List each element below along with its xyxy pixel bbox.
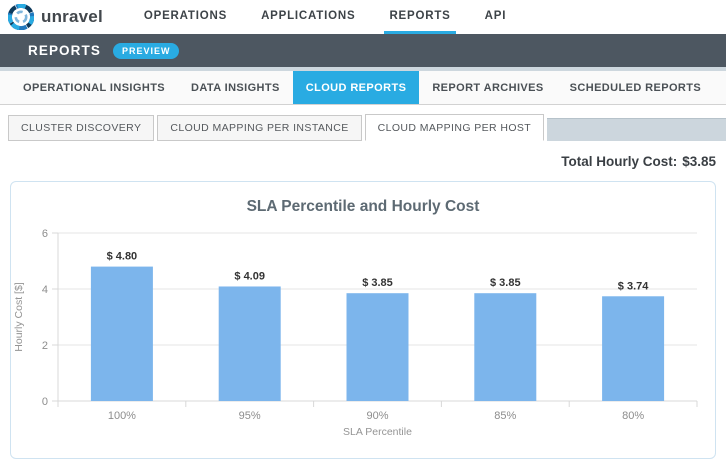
tab-operational-insights[interactable]: OPERATIONAL INSIGHTS — [23, 81, 166, 94]
subtab-cluster-discovery[interactable]: CLUSTER DISCOVERY — [8, 115, 155, 141]
x-category-label: 80% — [622, 410, 644, 422]
nav-item-applications[interactable]: APPLICATIONS — [261, 9, 356, 22]
bar-chart-svg: 0 2 4 6 $ 4.80 100% $ 4.09 95% $ 3.85 90% $ 3.85 85… — [13, 228, 698, 438]
bar-value-label: $ 4.80 — [107, 251, 138, 263]
reports-header-bar: REPORTS PREVIEW — [0, 34, 726, 67]
divider-strip — [0, 67, 726, 71]
y-tick-label: 0 — [42, 396, 48, 408]
tab-report-archives[interactable]: REPORT ARCHIVES — [432, 81, 544, 94]
subtab-cloud-mapping-per-instance[interactable]: CLOUD MAPPING PER INSTANCE — [157, 115, 362, 141]
total-hourly-cost-value: $3.85 — [682, 153, 716, 169]
x-category-label: 95% — [239, 410, 261, 422]
bar-value-label: $ 3.85 — [490, 277, 521, 289]
nav-item-operations[interactable]: OPERATIONS — [143, 9, 228, 22]
bar[interactable] — [90, 266, 153, 401]
y-tick-label: 4 — [42, 284, 48, 296]
bar-chart: 0 2 4 6 $ 4.80 100% $ 4.09 95% $ 3.85 90% $ 3.85 85… — [11, 220, 715, 450]
unravel-logo-icon — [8, 4, 34, 30]
x-category-label: 100% — [108, 410, 136, 422]
subtab-cloud-mapping-per-host[interactable]: CLOUD MAPPING PER HOST — [364, 114, 545, 141]
reports-header-title: REPORTS — [28, 43, 101, 58]
tab-data-insights[interactable]: DATA INSIGHTS — [191, 81, 280, 94]
cloud-reports-subtab-bar: CLUSTER DISCOVERY CLOUD MAPPING PER INST… — [0, 105, 726, 141]
top-navigation: unravel OPERATIONS APPLICATIONS REPORTS … — [0, 0, 726, 34]
bar[interactable] — [602, 296, 665, 401]
x-axis-title: SLA Percentile — [343, 426, 412, 438]
nav-item-api[interactable]: API — [484, 9, 507, 22]
subtab-bar-filler — [547, 118, 726, 141]
chart-panel: SLA Percentile and Hourly Cost 0 2 4 6 $ 4.8… — [10, 181, 716, 459]
tab-cloud-reports[interactable]: CLOUD REPORTS — [292, 71, 420, 104]
brand[interactable]: unravel — [8, 0, 103, 34]
reports-tab-bar: OPERATIONAL INSIGHTS DATA INSIGHTS CLOUD… — [0, 71, 726, 105]
bar[interactable] — [474, 293, 537, 401]
bar-value-label: $ 4.09 — [234, 270, 265, 282]
tab-scheduled-reports[interactable]: SCHEDULED REPORTS — [569, 81, 702, 94]
bar-value-label: $ 3.74 — [618, 280, 649, 292]
main-nav: OPERATIONS APPLICATIONS REPORTS API — [139, 0, 535, 34]
brand-name: unravel — [41, 7, 103, 26]
preview-badge: PREVIEW — [112, 42, 180, 59]
chart-title: SLA Percentile and Hourly Cost — [246, 198, 480, 215]
y-tick-label: 6 — [42, 228, 48, 240]
bar-value-label: $ 3.85 — [362, 277, 393, 289]
nav-item-reports[interactable]: REPORTS — [384, 0, 456, 34]
total-hourly-cost-label: Total Hourly Cost: — [561, 153, 678, 169]
x-category-label: 90% — [366, 410, 388, 422]
total-hourly-cost: Total Hourly Cost: $3.85 — [0, 141, 726, 181]
y-axis-title: Hourly Cost [$] — [13, 282, 25, 352]
bar[interactable] — [218, 286, 281, 401]
bar[interactable] — [346, 293, 409, 401]
y-tick-label: 2 — [42, 340, 48, 352]
x-category-label: 85% — [494, 410, 516, 422]
